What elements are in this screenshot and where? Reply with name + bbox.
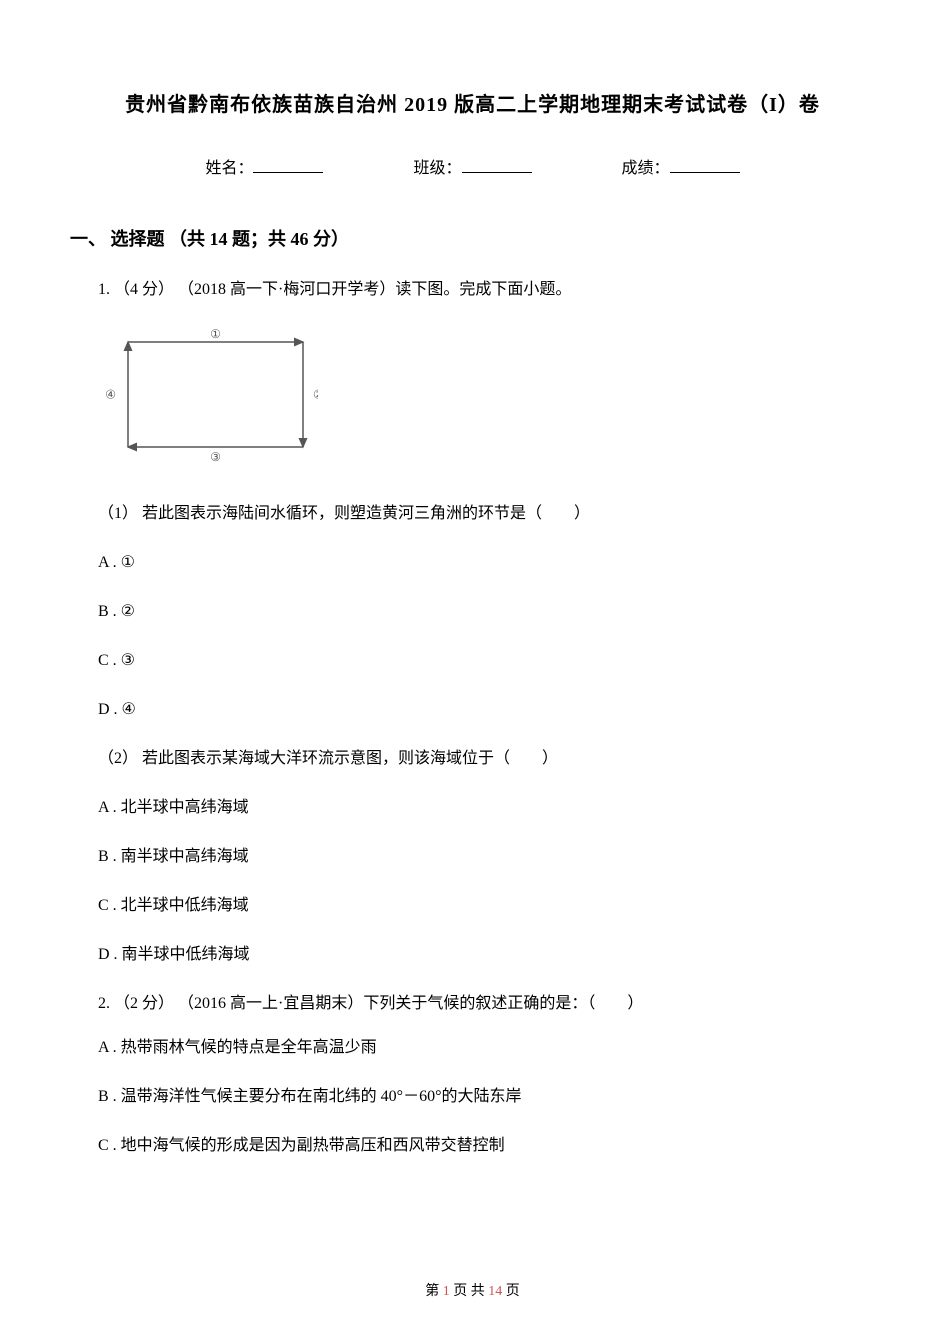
q2-option-c: C . 地中海气候的形成是因为副热带高压和西风带交替控制 (98, 1134, 875, 1158)
score-label: 成绩： (622, 157, 670, 181)
class-label: 班级： (413, 157, 461, 181)
footer-suffix: 页 (502, 1284, 520, 1299)
score-blank (670, 155, 740, 173)
name-blank (253, 155, 323, 173)
q1-sub2-option-b: B . 南半球中高纬海域 (98, 845, 875, 869)
footer-prefix: 第 (425, 1284, 443, 1299)
q1-sub1-option-c: C . ③ (98, 649, 875, 673)
page-footer: 第 1 页 共 14 页 (0, 1281, 945, 1302)
footer-current-page: 1 (443, 1284, 450, 1299)
document-title: 贵州省黔南布依族苗族自治州 2019 版高二上学期地理期末考试试卷（I）卷 (70, 90, 875, 120)
question-1: 1. （4 分） （2018 高一下·梅河口开学考）读下图。完成下面小题。 ① ②… (98, 278, 875, 967)
student-info-row: 姓名： 班级： 成绩： (70, 155, 875, 181)
svg-text:②: ② (313, 388, 318, 402)
q2-option-b: B . 温带海洋性气候主要分布在南北纬的 40°－60°的大陆东岸 (98, 1085, 875, 1109)
q1-diagram: ① ② ③ ④ (98, 327, 875, 467)
q1-sub1-option-d: D . ④ (98, 698, 875, 722)
q1-sub2-option-a: A . 北半球中高纬海域 (98, 796, 875, 820)
svg-text:③: ③ (210, 450, 221, 464)
section-heading: 一、 选择题 （共 14 题；共 46 分） (70, 226, 875, 253)
footer-mid: 页 共 (450, 1284, 489, 1299)
q2-stem: 2. （2 分） （2016 高一上·宜昌期末）下列关于气候的叙述正确的是：（ … (98, 992, 875, 1016)
score-field: 成绩： (622, 155, 740, 181)
q1-sub1-option-b: B . ② (98, 600, 875, 624)
q1-sub2-option-c: C . 北半球中低纬海域 (98, 894, 875, 918)
question-2: 2. （2 分） （2016 高一上·宜昌期末）下列关于气候的叙述正确的是：（ … (98, 992, 875, 1158)
class-blank (462, 155, 532, 173)
q1-sub1-option-a: A . ① (98, 551, 875, 575)
cycle-diagram-svg: ① ② ③ ④ (98, 327, 318, 467)
footer-total-pages: 14 (488, 1284, 502, 1299)
q1-stem: 1. （4 分） （2018 高一下·梅河口开学考）读下图。完成下面小题。 (98, 278, 875, 302)
name-field: 姓名： (205, 155, 323, 181)
name-label: 姓名： (205, 157, 253, 181)
q1-sub2: （2） 若此图表示某海域大洋环流示意图，则该海域位于（ ） (98, 747, 875, 771)
svg-text:①: ① (210, 327, 221, 341)
class-field: 班级： (413, 155, 531, 181)
q1-sub2-option-d: D . 南半球中低纬海域 (98, 943, 875, 967)
svg-text:④: ④ (105, 388, 116, 402)
q1-sub1: （1） 若此图表示海陆间水循环，则塑造黄河三角洲的环节是（ ） (98, 502, 875, 526)
q2-option-a: A . 热带雨林气候的特点是全年高温少雨 (98, 1036, 875, 1060)
